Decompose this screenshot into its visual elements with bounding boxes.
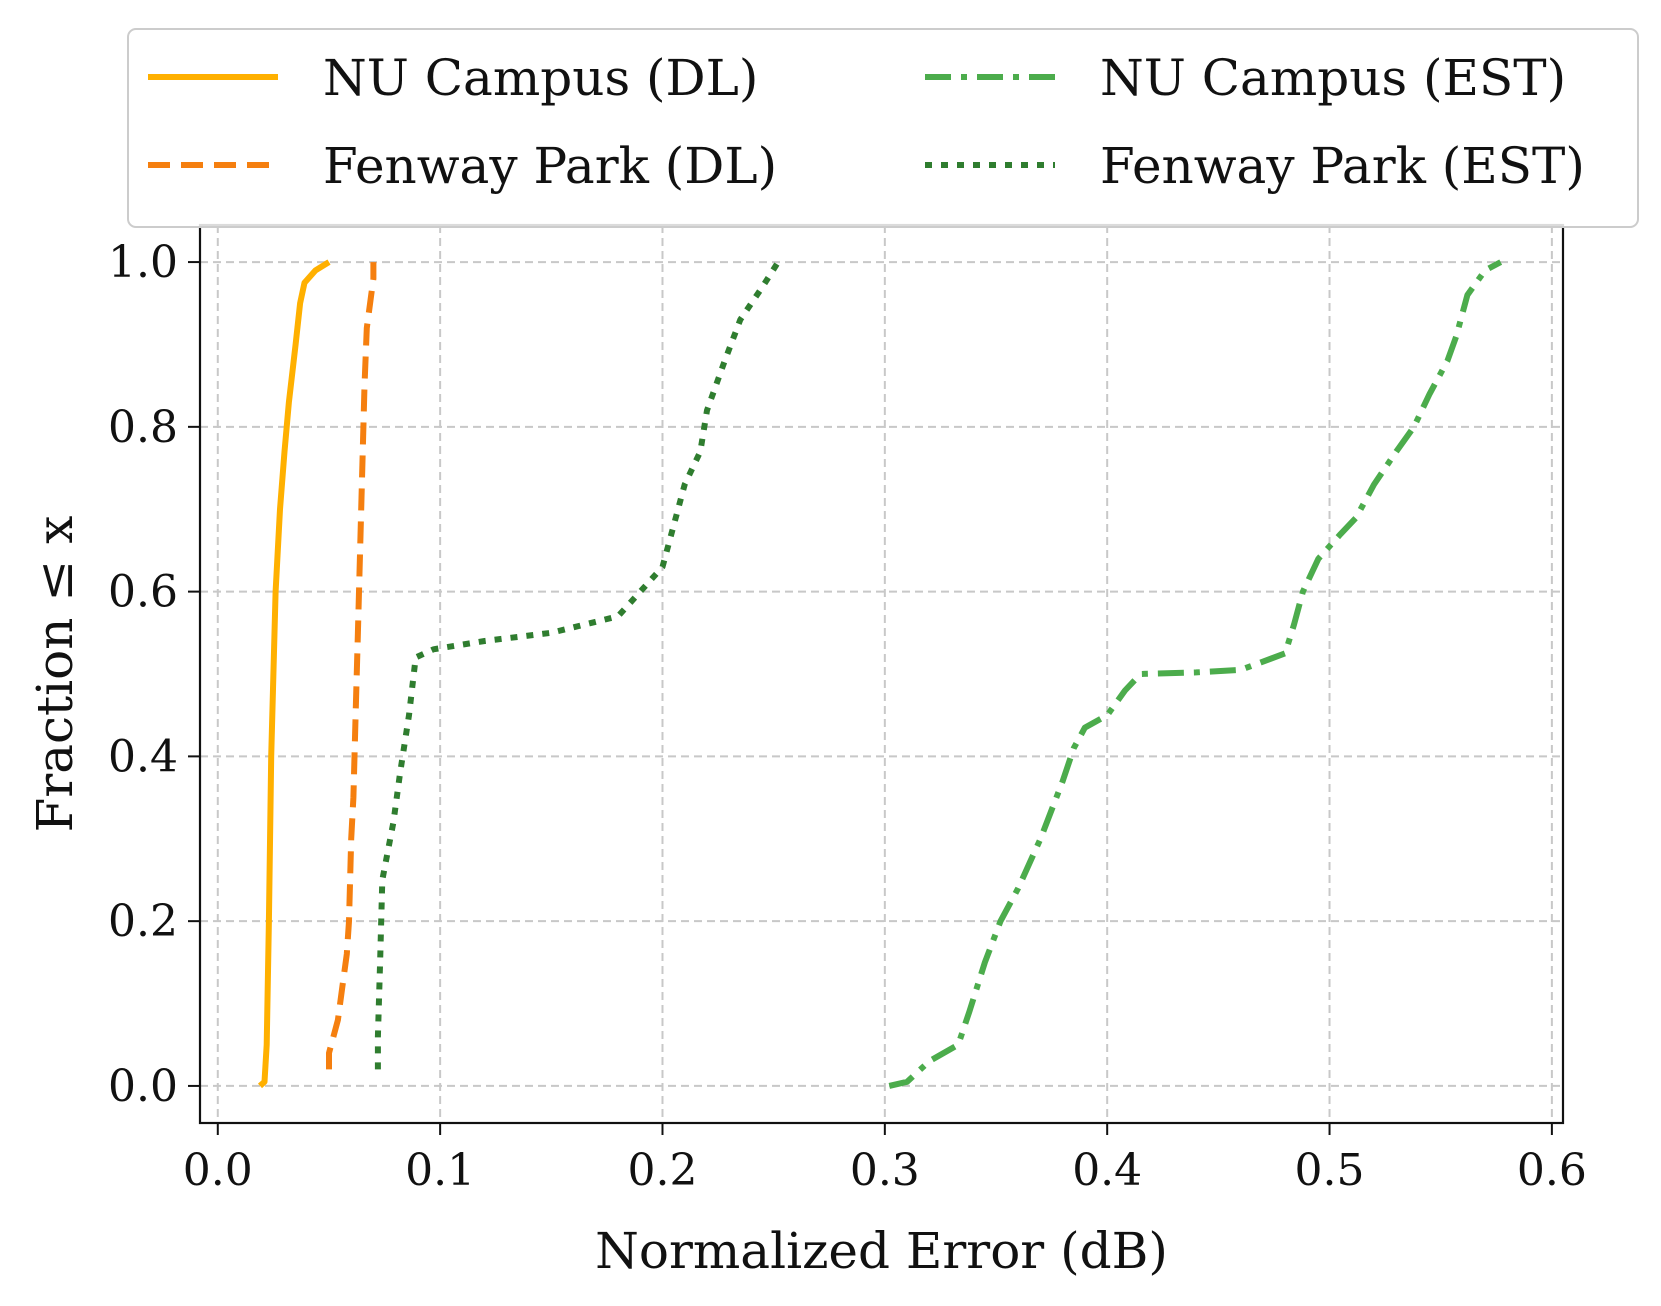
x-tick-label-6: 0.6 bbox=[1517, 1145, 1587, 1196]
y-tick-label-0: 0.0 bbox=[108, 1061, 178, 1112]
y-tick-label-3: 0.6 bbox=[108, 567, 178, 618]
legend-label-nu-campus-dl: NU Campus (DL) bbox=[323, 49, 758, 107]
x-tick-label-3: 0.3 bbox=[850, 1145, 920, 1196]
series-line-nu-campus-est bbox=[888, 259, 1503, 1089]
series-line-fenway-park-dl bbox=[326, 262, 377, 1070]
x-tick-label-2: 0.2 bbox=[627, 1145, 697, 1196]
y-axis-label: Fraction ≤ x bbox=[26, 516, 84, 833]
series-line-nu-campus-dl bbox=[257, 259, 331, 1089]
series-line-fenway-park-est bbox=[374, 260, 781, 1070]
plot-frame bbox=[198, 223, 1565, 1125]
x-tick-label-4: 0.4 bbox=[1072, 1145, 1142, 1196]
legend: NU Campus (DL) Fenway Park (DL) NU Campus … bbox=[127, 28, 1639, 228]
axis-ticks: 0.0 0.1 0.2 0.3 0.4 0.5 0.6 0.0 0.2 0.4 0.6 0.8 1.0 bbox=[108, 237, 1587, 1196]
legend-box bbox=[127, 28, 1639, 228]
legend-label-fenway-park-est: Fenway Park (EST) bbox=[1100, 137, 1585, 195]
x-axis-label: Normalized Error (dB) bbox=[595, 1222, 1168, 1280]
series-lines bbox=[257, 259, 1503, 1089]
grid-lines bbox=[200, 225, 1563, 1123]
y-tick-label-5: 1.0 bbox=[108, 237, 178, 288]
legend-label-nu-campus-est: NU Campus (EST) bbox=[1100, 49, 1566, 107]
y-tick-label-2: 0.4 bbox=[108, 731, 178, 782]
y-tick-label-4: 0.8 bbox=[108, 402, 178, 453]
x-tick-label-5: 0.5 bbox=[1295, 1145, 1365, 1196]
y-tick-label-1: 0.2 bbox=[108, 896, 178, 947]
x-tick-label-0: 0.0 bbox=[183, 1145, 253, 1196]
legend-label-fenway-park-dl: Fenway Park (DL) bbox=[323, 137, 777, 195]
x-tick-label-1: 0.1 bbox=[405, 1145, 475, 1196]
